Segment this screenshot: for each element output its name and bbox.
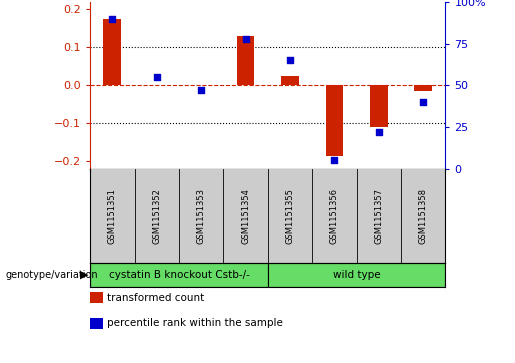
Point xyxy=(152,74,161,80)
Point xyxy=(197,87,205,93)
Point xyxy=(375,129,383,135)
Bar xyxy=(104,19,121,85)
Text: GSM1151355: GSM1151355 xyxy=(285,188,295,244)
Text: ▶: ▶ xyxy=(80,270,89,280)
Bar xyxy=(237,36,254,85)
Text: cystatin B knockout Cstb-/-: cystatin B knockout Cstb-/- xyxy=(109,270,249,280)
Point xyxy=(242,36,250,41)
Text: GSM1151353: GSM1151353 xyxy=(197,188,205,244)
Text: wild type: wild type xyxy=(333,270,381,280)
Text: GSM1151354: GSM1151354 xyxy=(241,188,250,244)
Point xyxy=(286,57,294,63)
Bar xyxy=(325,85,344,155)
Text: GSM1151351: GSM1151351 xyxy=(108,188,117,244)
Bar xyxy=(415,85,432,91)
Bar xyxy=(90,263,268,287)
Text: genotype/variation: genotype/variation xyxy=(5,270,98,280)
Text: percentile rank within the sample: percentile rank within the sample xyxy=(107,318,283,328)
Text: GSM1151358: GSM1151358 xyxy=(419,188,428,244)
Bar xyxy=(370,85,388,127)
Text: GSM1151357: GSM1151357 xyxy=(374,188,383,244)
Bar xyxy=(268,263,445,287)
Text: GSM1151352: GSM1151352 xyxy=(152,188,161,244)
Text: GSM1151356: GSM1151356 xyxy=(330,188,339,244)
Text: transformed count: transformed count xyxy=(107,293,204,303)
Point xyxy=(419,99,427,105)
Point xyxy=(330,158,338,163)
Bar xyxy=(281,76,299,85)
Point xyxy=(108,16,116,21)
